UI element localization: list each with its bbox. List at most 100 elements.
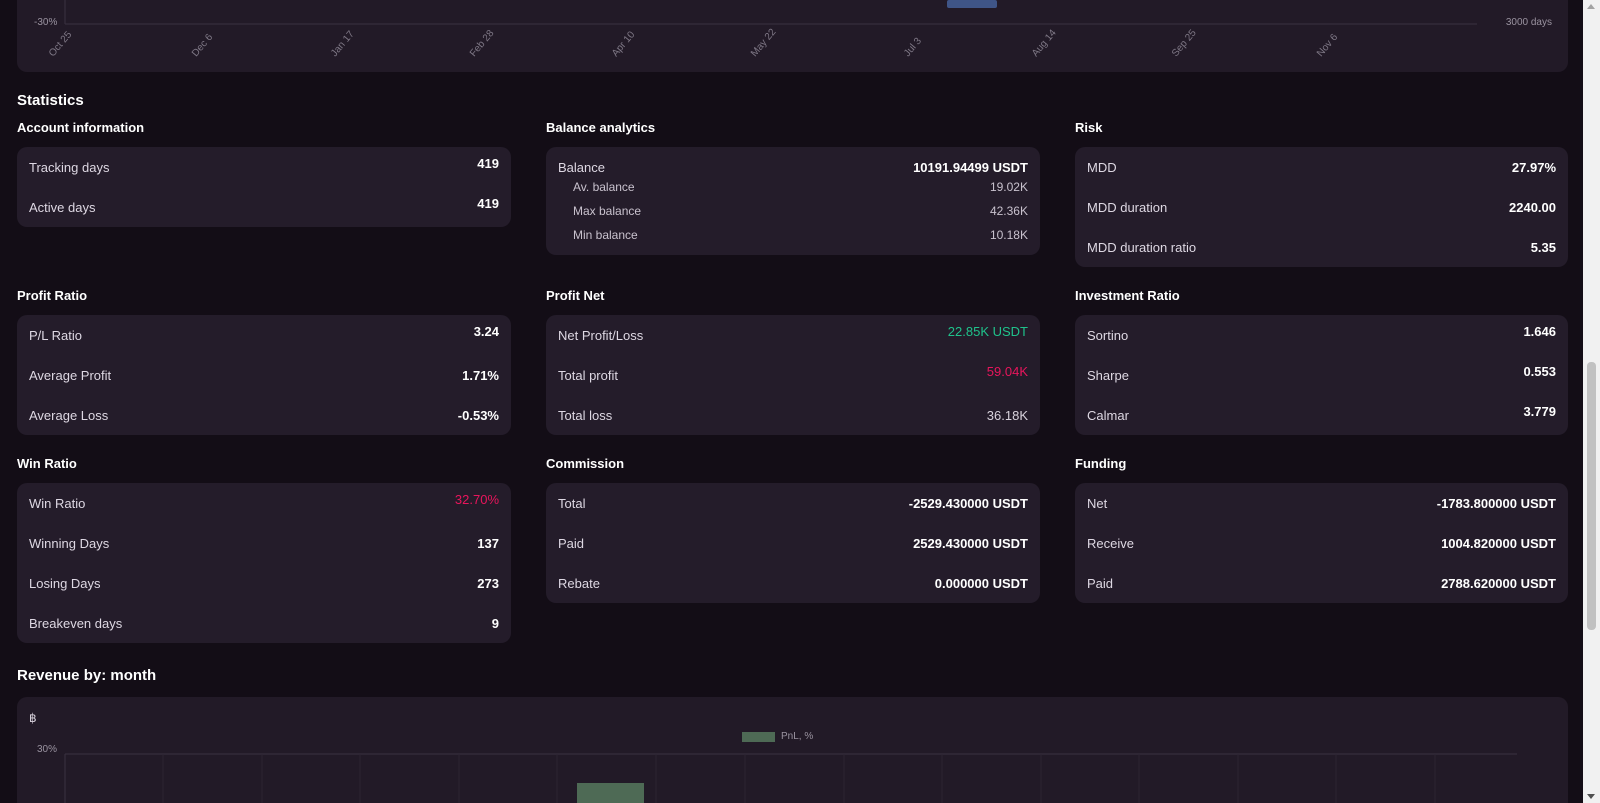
investment-ratio-card: Sortino 1.646 Sharpe 0.553 Calmar 3.779 [1075,315,1568,435]
x-tick-label: Sep 25 [1170,27,1199,60]
x-tick-label: Feb 28 [468,28,497,60]
stat-value: 19.02K [989,180,1028,194]
x-tick-label: Apr 10 [610,29,638,60]
win-ratio-title: Win Ratio [17,456,77,471]
stat-label: MDD [1087,159,1117,175]
stat-value: 10.18K [989,228,1028,242]
stat-label: Average Loss [29,407,109,423]
stat-value: 27.97% [1511,159,1556,175]
stat-row-net-profit-loss: Net Profit/Loss 22.85K USDT [558,315,1028,355]
stat-label: Av. balance [573,180,635,194]
stat-value: 5.35 [1530,239,1556,255]
stat-row-mdd-duration-ratio: MDD duration ratio 5.35 [1087,227,1556,267]
stat-row-commission-rebate: Rebate 0.000000 USDT [558,563,1028,603]
stat-label: Sharpe [1087,367,1129,383]
x-tick-label: Jul 3 [902,35,925,60]
stat-row-losing-days: Losing Days 273 [29,563,499,603]
stat-row-mdd: MDD 27.97% [1087,147,1556,187]
stat-value: 22.85K USDT [947,323,1028,339]
y-axis-top-label: 30% [37,744,58,755]
stat-row-breakeven-days: Breakeven days 9 [29,603,499,643]
stat-row-commission-total: Total -2529.430000 USDT [558,483,1028,523]
stat-label: Min balance [573,228,638,242]
stat-label: Paid [1087,575,1114,591]
profit-ratio-card: P/L Ratio 3.24 Average Profit 1.71% Aver… [17,315,511,435]
x-tick-label: Jan 17 [329,28,357,60]
stat-row-active-days: Active days 419 [29,187,499,227]
scrollbar-thumb[interactable] [1587,362,1596,630]
stat-value: 2529.430000 USDT [913,535,1028,551]
chart-bar-fragment [947,0,997,8]
x-tick-label: May 22 [749,26,779,60]
stat-value: 0.000000 USDT [934,575,1028,591]
stat-row-sharpe: Sharpe 0.553 [1087,355,1556,395]
stat-label: Paid [558,535,585,551]
stat-label: Tracking days [29,159,110,175]
stat-label: Calmar [1087,407,1129,423]
stat-value: 1.646 [1523,323,1556,339]
stat-row-total-profit: Total profit 59.04K [558,355,1028,395]
revenue-bar[interactable] [577,783,644,803]
stat-value: 273 [477,575,499,591]
stat-row-average-loss: Average Loss -0.53% [29,395,499,435]
stat-label: Net Profit/Loss [558,327,644,343]
stat-row-average-profit: Average Profit 1.71% [29,355,499,395]
stat-label: Balance [558,159,605,175]
win-ratio-card: Win Ratio 32.70% Winning Days 137 Losing… [17,483,511,643]
profit-net-card: Net Profit/Loss 22.85K USDT Total profit… [546,315,1040,435]
stat-label: Breakeven days [29,615,123,631]
page-scrollbar[interactable] [1583,0,1600,803]
scroll-down-arrow-icon[interactable] [1587,794,1595,799]
chart-legend[interactable]: PnL, % [742,731,813,742]
stat-value: -2529.430000 USDT [908,495,1028,511]
stat-label: Active days [29,199,96,215]
stat-label: Winning Days [29,535,110,551]
legend-swatch [742,731,775,742]
x-tick-label: Oct 25 [47,29,75,60]
commission-title: Commission [546,456,625,471]
x-tick-label: Dec 6 [190,31,216,60]
stat-row-commission-paid: Paid 2529.430000 USDT [558,523,1028,563]
balance-analytics-card: Balance 10191.94499 USDT Av. balance 19.… [546,147,1040,255]
stat-label: P/L Ratio [29,327,82,343]
stat-value: -1783.800000 USDT [1436,495,1556,511]
x-axis-ticks: Oct 25 Dec 6 Jan 17 Feb 28 Apr 10 May 22… [17,24,1568,72]
stat-value: 2240.00 [1509,199,1556,215]
stat-label: Total loss [558,407,613,423]
x-tick-label: Nov 6 [1315,31,1341,60]
stat-row-max-balance: Max balance 42.36K [558,199,1028,223]
stat-row-av-balance: Av. balance 19.02K [558,175,1028,199]
stat-value: 2788.620000 USDT [1441,575,1556,591]
balance-chart-bottom: -30% 3000 days Oct 25 Dec 6 Jan 17 Feb 2… [17,0,1568,72]
stat-value: 1004.820000 USDT [1441,535,1556,551]
stat-value: 32.70% [454,491,499,507]
investment-ratio-title: Investment Ratio [1075,288,1180,303]
stat-label: Rebate [558,575,600,591]
stat-label: Win Ratio [29,495,86,511]
stat-value: 1.71% [462,367,499,383]
stat-row-funding-net: Net -1783.800000 USDT [1087,483,1556,523]
stat-row-funding-paid: Paid 2788.620000 USDT [1087,563,1556,603]
funding-title: Funding [1075,456,1127,471]
stat-row-mdd-duration: MDD duration 2240.00 [1087,187,1556,227]
stat-label: Total profit [558,367,618,383]
stat-row-pl-ratio: P/L Ratio 3.24 [29,315,499,355]
stat-label: MDD duration [1087,199,1168,215]
balance-chart-svg [64,0,1477,25]
revenue-chart-svg [64,753,1517,803]
revenue-chart-card: ฿ PnL, % 30% [17,697,1568,803]
stat-label: MDD duration ratio [1087,239,1197,255]
stat-label: Receive [1087,535,1134,551]
stat-label: Sortino [1087,327,1129,343]
statistics-title: Statistics [17,92,84,109]
stat-row-calmar: Calmar 3.779 [1087,395,1556,435]
stat-value: 3.24 [473,323,499,339]
account-information-title: Account information [17,120,145,135]
stat-label: Average Profit [29,367,112,383]
scroll-up-arrow-icon[interactable] [1587,4,1595,9]
risk-title: Risk [1075,120,1103,135]
stat-value: 42.36K [989,204,1028,218]
stat-row-balance: Balance 10191.94499 USDT [558,147,1028,187]
revenue-title: Revenue by: month [17,667,157,684]
stat-value: 9 [491,615,499,631]
